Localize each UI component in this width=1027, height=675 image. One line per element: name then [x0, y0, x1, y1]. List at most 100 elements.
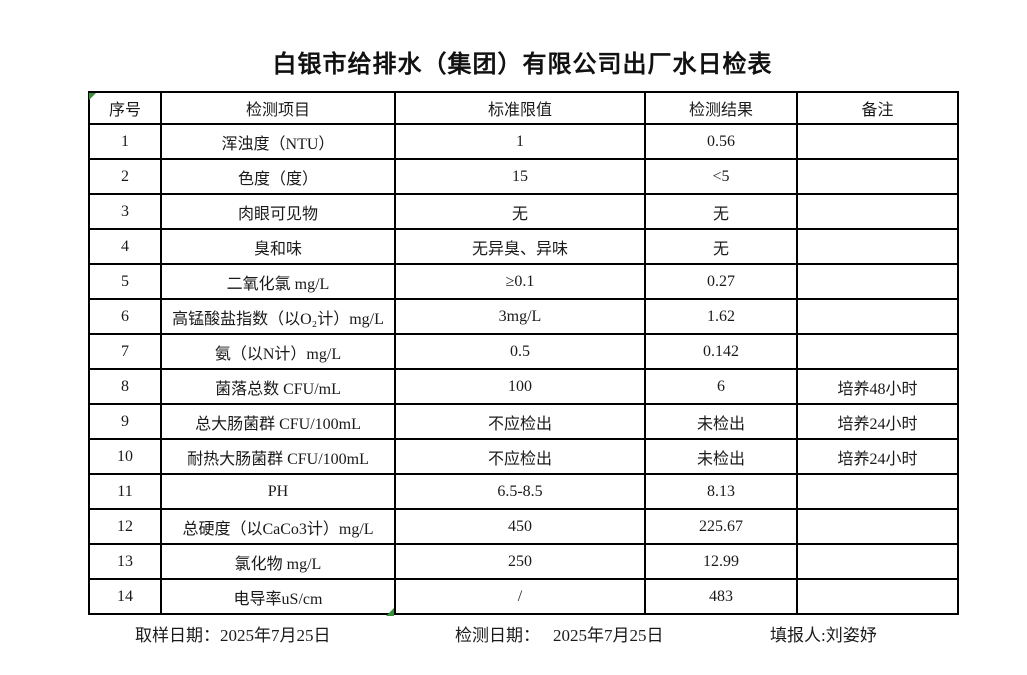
- table-cell: 3mg/L: [394, 298, 646, 335]
- table-cell: 无异臭、异味: [394, 228, 646, 265]
- table-row: 5 二氧化氯 mg/L ≥0.1 0.27: [88, 263, 959, 300]
- table-cell: 培养24小时: [796, 403, 959, 440]
- table-row: 1 浑浊度（NTU） 1 0.56: [88, 123, 959, 160]
- table-cell: 浑浊度（NTU）: [160, 123, 396, 160]
- table-cell: 高锰酸盐指数（以O₂计）mg/L: [160, 298, 396, 335]
- table-cell: [796, 193, 959, 230]
- table-cell: [796, 228, 959, 265]
- header-cell-limit: 标准限值: [394, 91, 646, 125]
- table-cell: 肉眼可见物: [160, 193, 396, 230]
- table-cell: 氨（以N计）mg/L: [160, 333, 396, 370]
- table-cell: 1: [394, 123, 646, 160]
- table-cell: 13: [88, 543, 162, 580]
- table-body: 1 浑浊度（NTU） 1 0.56 2 色度（度） 15 <5 3 肉眼可见物无无 4 臭和味 无异臭、…: [88, 123, 959, 615]
- table-cell: ≥0.1: [394, 263, 646, 300]
- table-cell: 10: [88, 438, 162, 475]
- reporter-name: 刘姿妤: [825, 626, 877, 645]
- table-cell: 不应检出: [394, 403, 646, 440]
- page-title-wrap: 白银市给排水（集团）有限公司出厂水日检表: [88, 44, 957, 79]
- table-cell: 培养48小时: [796, 368, 959, 405]
- table-cell: 4: [88, 228, 162, 265]
- test-date: 检测日期： 2025年7月25日: [455, 621, 664, 646]
- sampling-date-label: 取样日期：: [135, 626, 220, 645]
- table-cell: 8.13: [644, 473, 798, 510]
- table-cell: <5: [644, 158, 798, 195]
- table-cell: 225.67: [644, 508, 798, 545]
- table-cell: 7: [88, 333, 162, 370]
- table-cell: /: [394, 578, 646, 615]
- table-cell: PH: [160, 473, 396, 510]
- table-cell: 6.5-8.5: [394, 473, 646, 510]
- table-cell: 483: [644, 578, 798, 615]
- table-cell: 12.99: [644, 543, 798, 580]
- table-cell: 0.27: [644, 263, 798, 300]
- table-cell: [796, 333, 959, 370]
- table-row: 12 总硬度（以CaCo3计）mg/L 450 225.67: [88, 508, 959, 545]
- table-row: 2 色度（度） 15 <5: [88, 158, 959, 195]
- table-cell: 无: [394, 193, 646, 230]
- table-row: 8 菌落总数 CFU/mL 100 6 培养48小时: [88, 368, 959, 405]
- daily-check-table: 序号 检测项目 标准限值 检测结果 备注 1 浑浊度（NTU） 1 0.56 2 色度（度…: [88, 91, 959, 615]
- sampling-date-value: 2025年7月25日: [220, 626, 331, 645]
- table-cell: [796, 263, 959, 300]
- header-cell-index: 序号: [88, 91, 162, 125]
- table-cell: 100: [394, 368, 646, 405]
- table-cell: 14: [88, 578, 162, 615]
- table-row: 14 电导率uS/cm/483: [88, 578, 959, 615]
- table-cell: [796, 298, 959, 335]
- table-row: 4 臭和味 无异臭、异味无: [88, 228, 959, 265]
- table-cell: 11: [88, 473, 162, 510]
- table-cell: 二氧化氯 mg/L: [160, 263, 396, 300]
- table-cell: 1.62: [644, 298, 798, 335]
- page-title: 白银市给排水（集团）有限公司出厂水日检表: [272, 52, 773, 78]
- table-cell: [796, 473, 959, 510]
- table-cell: [796, 508, 959, 545]
- header-cell-item: 检测项目: [160, 91, 396, 125]
- table-cell: 0.142: [644, 333, 798, 370]
- table-cell: 5: [88, 263, 162, 300]
- table-cell: 电导率uS/cm: [160, 578, 396, 615]
- table-cell: 耐热大肠菌群 CFU/100mL: [160, 438, 396, 475]
- test-date-label: 检测日期：: [455, 626, 540, 645]
- table-cell: 氯化物 mg/L: [160, 543, 396, 580]
- table-cell: 总大肠菌群 CFU/100mL: [160, 403, 396, 440]
- table-cell: 0.56: [644, 123, 798, 160]
- table-cell: [796, 123, 959, 160]
- table-row: 13 氯化物 mg/L 250 12.99: [88, 543, 959, 580]
- table-cell: 250: [394, 543, 646, 580]
- table-header-row: 序号 检测项目 标准限值 检测结果 备注: [88, 91, 959, 125]
- reporter-label: 填报人:: [770, 626, 826, 645]
- table-cell: 色度（度）: [160, 158, 396, 195]
- table-row: 6 高锰酸盐指数（以O₂计）mg/L 3mg/L 1.62: [88, 298, 959, 335]
- table-row: 7 氨（以N计）mg/L 0.5 0.142: [88, 333, 959, 370]
- table-cell: 9: [88, 403, 162, 440]
- table-cell: 总硬度（以CaCo3计）mg/L: [160, 508, 396, 545]
- table-cell: 450: [394, 508, 646, 545]
- table-cell: 3: [88, 193, 162, 230]
- table-cell: 臭和味: [160, 228, 396, 265]
- table-cell: 6: [88, 298, 162, 335]
- table-cell: 未检出: [644, 438, 798, 475]
- table-cell: 12: [88, 508, 162, 545]
- table-cell: 6: [644, 368, 798, 405]
- table-cell: [796, 158, 959, 195]
- table-cell: 菌落总数 CFU/mL: [160, 368, 396, 405]
- table-cell: 0.5: [394, 333, 646, 370]
- table-cell: 未检出: [644, 403, 798, 440]
- header-cell-result: 检测结果: [644, 91, 798, 125]
- test-date-value: 2025年7月25日: [553, 626, 664, 645]
- table-row: 9 总大肠菌群 CFU/100mL 不应检出 未检出 培养24小时: [88, 403, 959, 440]
- table-row: 10 耐热大肠菌群 CFU/100mL 不应检出 未检出 培养24小时: [88, 438, 959, 475]
- sampling-date: 取样日期：2025年7月25日: [135, 621, 331, 646]
- footer: 取样日期：2025年7月25日 检测日期： 2025年7月25日 填报人:刘姿妤: [0, 621, 1027, 647]
- table-row: 11 PH 6.5-8.5 8.13: [88, 473, 959, 510]
- table-header: 序号 检测项目 标准限值 检测结果 备注: [88, 91, 959, 125]
- table-cell: 2: [88, 158, 162, 195]
- table-cell: [796, 578, 959, 615]
- table-cell: 无: [644, 228, 798, 265]
- table-cell: 不应检出: [394, 438, 646, 475]
- table-row: 3 肉眼可见物无无: [88, 193, 959, 230]
- header-cell-remark: 备注: [796, 91, 959, 125]
- reporter: 填报人:刘姿妤: [770, 621, 877, 646]
